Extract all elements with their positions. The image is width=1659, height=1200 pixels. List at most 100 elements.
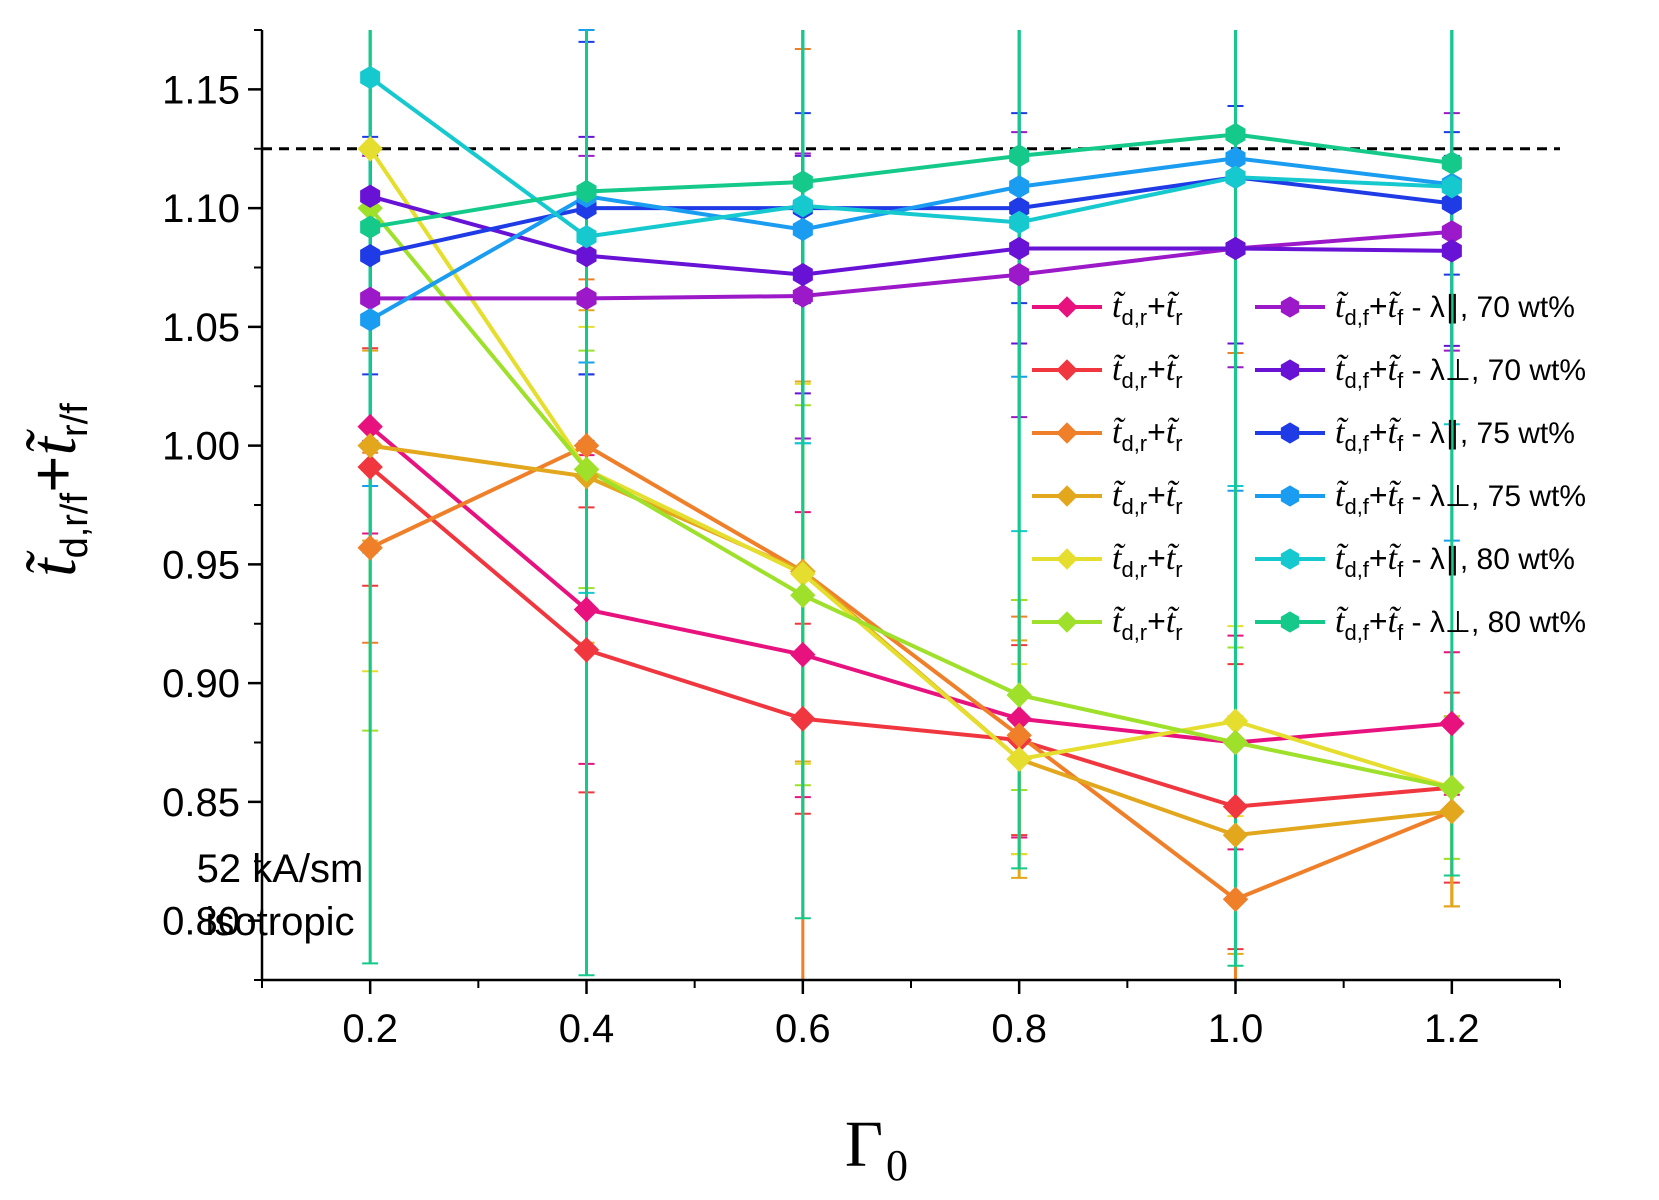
- data-point: [576, 179, 597, 204]
- y-tick-label: 0.90: [162, 662, 240, 706]
- x-tick-label: 0.2: [342, 1007, 398, 1051]
- data-point: [1439, 798, 1465, 825]
- series-lines-layer: [368, 75, 1453, 902]
- y-tick-label: 1.00: [162, 425, 240, 469]
- legend-swatch-marker: [1056, 422, 1078, 444]
- legend-swatch-marker: [1280, 611, 1300, 633]
- legend-label: t̃d,f+t̃f - λ∥, 70 wt%: [1335, 288, 1575, 330]
- legend-item: t̃d,f+t̃f - λ⊥, 75 wt%: [1255, 477, 1586, 519]
- error-bars-layer: [362, 29, 1460, 980]
- data-point: [792, 194, 813, 218]
- data-point: [360, 308, 381, 332]
- x-tick-label: 1.2: [1424, 1007, 1480, 1051]
- legend-item: t̃d,f+t̃f - λ∥, 70 wt%: [1255, 288, 1575, 330]
- data-point: [1222, 708, 1249, 734]
- data-point: [1441, 191, 1462, 215]
- data-point: [1009, 263, 1030, 287]
- data-point: [790, 582, 816, 608]
- series-line-2: [368, 465, 1453, 809]
- data-point: [1225, 165, 1246, 189]
- y-tick-label: 0.95: [162, 543, 240, 587]
- legend-item: t̃d,r+t̃r: [1032, 540, 1183, 582]
- series-line-3: [369, 443, 1453, 902]
- y-axis-label: t̃d,r/f+t̃r/f: [17, 403, 96, 577]
- data-point: [1439, 774, 1465, 801]
- data-point: [1441, 239, 1462, 263]
- data-point: [357, 136, 383, 162]
- series-line-10: [369, 156, 1453, 322]
- legend-item: t̃d,f+t̃f - λ⊥, 80 wt%: [1255, 603, 1586, 645]
- legend-label: t̃d,f+t̃f - λ∥, 80 wt%: [1335, 540, 1575, 582]
- legend-item: t̃d,r+t̃r: [1032, 603, 1183, 645]
- y-tick-label: 1.05: [162, 306, 240, 350]
- x-tick-label: 0.4: [559, 1007, 615, 1051]
- data-point: [790, 706, 816, 732]
- legend-label: t̃d,r+t̃r: [1112, 414, 1183, 456]
- legend-item: t̃d,f+t̃f - λ∥, 75 wt%: [1255, 414, 1575, 456]
- series-line-12: [369, 132, 1453, 230]
- y-axis-label-sub: d,r/f: [54, 493, 96, 559]
- legend-swatch-marker: [1280, 296, 1300, 318]
- x-axis-label-sub: 0: [886, 1141, 908, 1190]
- series-line-5: [368, 147, 1453, 790]
- data-point: [360, 65, 381, 90]
- data-point: [576, 225, 597, 249]
- svg-text:t̃d,r/f+t̃r/f: t̃d,r/f+t̃r/f: [17, 403, 96, 577]
- data-point: [1225, 122, 1246, 147]
- x-tick-label: 0.8: [991, 1007, 1047, 1051]
- legend-swatch-marker: [1280, 548, 1300, 570]
- x-tick-label: 1.0: [1208, 1007, 1264, 1051]
- y-axis-label-plus: +: [17, 455, 90, 493]
- y-tick-label: 1.10: [162, 187, 240, 231]
- data-point: [573, 596, 600, 623]
- data-point: [792, 170, 813, 194]
- legend-swatch-marker: [1056, 296, 1078, 318]
- data-point: [1222, 822, 1249, 848]
- legend-swatch-marker: [1056, 548, 1078, 570]
- data-point: [360, 215, 381, 239]
- series-line-7: [370, 229, 1452, 301]
- legend-item: t̃d,r+t̃r: [1032, 414, 1183, 456]
- data-point: [1009, 175, 1030, 199]
- legend-label: t̃d,f+t̃f - λ⊥, 75 wt%: [1335, 477, 1586, 519]
- legend-swatch-marker: [1056, 359, 1078, 381]
- legend-label: t̃d,r+t̃r: [1112, 603, 1183, 645]
- data-point: [1006, 682, 1032, 708]
- series-line-6: [368, 206, 1453, 790]
- data-point: [792, 263, 813, 287]
- legend-swatch-marker: [1056, 485, 1078, 507]
- axes-layer: 0.2 0.4 0.6 0.8 1.0 1.2 0.80 0.85 0.90 0.95 1.00 1.…: [162, 29, 1561, 1051]
- data-point: [1009, 236, 1030, 261]
- series-line-11: [368, 75, 1452, 239]
- legend-label: t̃d,r+t̃r: [1112, 288, 1183, 330]
- y-tick-label: 0.80: [162, 900, 240, 944]
- legend-item: t̃d,r+t̃r: [1032, 288, 1183, 330]
- data-point: [1009, 144, 1030, 168]
- legend-swatch-marker: [1280, 485, 1300, 507]
- x-axis-label-main: Γ: [845, 1108, 883, 1181]
- legend: t̃d,r+t̃r t̃d,r+t̃r t̃d,r+t̃r t̃d,r+t̃r t̃d,…: [1032, 288, 1586, 645]
- annotation-line-2: isotropic: [206, 900, 355, 944]
- data-point: [1006, 746, 1032, 772]
- legend-swatch-marker: [1280, 422, 1300, 444]
- legend-swatch-marker: [1056, 611, 1078, 633]
- data-point: [357, 432, 383, 459]
- y-axis-label-sub2: r/f: [54, 403, 96, 437]
- legend-label: t̃d,f+t̃f - λ⊥, 80 wt%: [1335, 603, 1586, 645]
- annotation-line-1: 52 kA/sm: [197, 847, 364, 891]
- data-point: [1009, 210, 1030, 234]
- data-point: [1439, 710, 1465, 737]
- data-point: [357, 454, 383, 480]
- data-point: [792, 217, 813, 242]
- legend-item: t̃d,f+t̃f - λ∥, 80 wt%: [1255, 540, 1575, 582]
- data-point: [1225, 236, 1246, 261]
- data-point: [1222, 729, 1249, 756]
- data-point: [573, 456, 600, 483]
- data-point: [360, 244, 381, 268]
- markers-layer: [357, 65, 1465, 912]
- data-point: [1441, 175, 1462, 199]
- data-point: [1222, 886, 1249, 912]
- legend-item: t̃d,r+t̃r: [1032, 351, 1183, 393]
- legend-item: t̃d,r+t̃r: [1032, 477, 1183, 519]
